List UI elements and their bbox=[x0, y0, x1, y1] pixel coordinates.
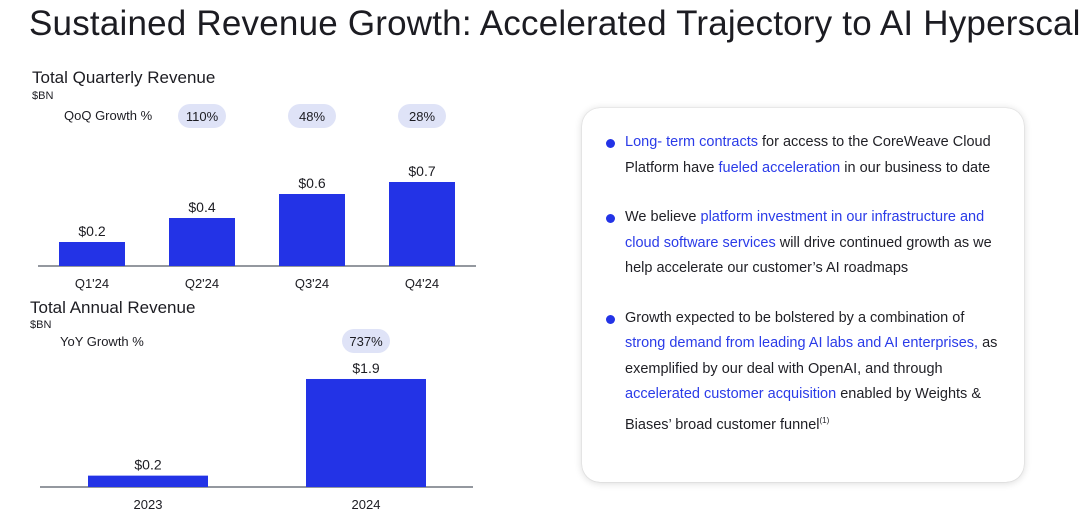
growth-value: 28% bbox=[409, 109, 435, 124]
bullet-text-segment: Growth expected to be bolstered by a com… bbox=[625, 309, 965, 326]
bullet-text-segment: as exemplified by our deal with OpenAI, … bbox=[625, 335, 998, 377]
bar bbox=[306, 378, 426, 487]
insight-bullet: Long- term contracts for access to the C… bbox=[606, 130, 1008, 181]
insights-panel: Long- term contracts for access to the C… bbox=[582, 108, 1024, 482]
chart-unit: $BN bbox=[30, 319, 51, 331]
data-label: $0.4 bbox=[188, 199, 215, 215]
tick-label: Q4'24 bbox=[405, 276, 439, 291]
bullet-text: Long- term contracts for access to the C… bbox=[625, 134, 991, 176]
tick-label: 2023 bbox=[134, 497, 163, 512]
revenue-charts: Total Quarterly Revenue $BN QoQ Growth %… bbox=[30, 68, 476, 512]
growth-label: QoQ Growth % bbox=[64, 108, 153, 123]
bar bbox=[279, 194, 345, 266]
growth-label: YoY Growth % bbox=[60, 334, 144, 349]
highlight-text: fueled acceleration bbox=[718, 159, 841, 176]
bar bbox=[59, 242, 125, 266]
data-label: $0.7 bbox=[408, 163, 435, 179]
insight-bullet: Growth expected to be bolstered by a com… bbox=[606, 306, 1008, 439]
bullet-text-segment: We believe bbox=[625, 209, 701, 225]
growth-pill bbox=[178, 104, 226, 128]
bar bbox=[88, 475, 208, 487]
bullet-text: Growth expected to be bolstered by a com… bbox=[625, 310, 997, 433]
quarterly-revenue-chart: Total Quarterly Revenue $BN QoQ Growth %… bbox=[32, 68, 476, 291]
data-label: $0.6 bbox=[298, 175, 325, 191]
bullet-text-segment: will drive continued growth as we help a… bbox=[625, 234, 992, 277]
bullet-dot bbox=[606, 139, 615, 148]
bullet-text-segment: enabled by Weights & Biases’ broad custo… bbox=[625, 386, 981, 433]
highlight-text: Long- term contracts bbox=[625, 134, 758, 150]
growth-pill bbox=[342, 329, 390, 353]
highlight-text: platform investment in our infrastructur… bbox=[625, 209, 985, 251]
tick-label: Q1'24 bbox=[75, 276, 109, 291]
bullet-dot bbox=[606, 214, 615, 223]
bar bbox=[389, 182, 455, 266]
bullet-text-segment: for access to the CoreWeave Cloud Platfo… bbox=[625, 134, 991, 176]
growth-value: 110% bbox=[186, 109, 219, 124]
data-label: $0.2 bbox=[78, 223, 105, 239]
growth-value: 48% bbox=[299, 109, 325, 124]
tick-label: Q2'24 bbox=[185, 276, 219, 291]
growth-pill bbox=[288, 104, 336, 128]
page-title: Sustained Revenue Growth: Accelerated Tr… bbox=[29, 4, 1080, 43]
insight-bullet: We believe platform investment in our in… bbox=[606, 205, 1008, 282]
chart-unit: $BN bbox=[32, 90, 53, 102]
data-label: $0.2 bbox=[134, 457, 161, 473]
tick-label: Q3'24 bbox=[295, 276, 329, 291]
bar bbox=[169, 218, 235, 266]
tick-label: 2024 bbox=[352, 497, 381, 512]
growth-value: 737% bbox=[349, 334, 383, 349]
growth-pill bbox=[398, 104, 446, 128]
bullet-text-segment: in our business to date bbox=[840, 159, 991, 176]
annual-revenue-chart: Total Annual Revenue $BN YoY Growth % $0… bbox=[30, 298, 473, 512]
chart-title: Total Annual Revenue bbox=[30, 298, 195, 317]
footnote-marker: (1) bbox=[819, 415, 830, 425]
highlight-text: accelerated customer acquisition bbox=[625, 386, 837, 402]
chart-title: Total Quarterly Revenue bbox=[32, 68, 215, 87]
highlight-text: strong demand from leading AI labs and A… bbox=[625, 335, 979, 351]
data-label: $1.9 bbox=[352, 360, 379, 376]
bullet-dot bbox=[606, 314, 615, 324]
bullet-text: We believe platform investment in our in… bbox=[625, 209, 992, 276]
